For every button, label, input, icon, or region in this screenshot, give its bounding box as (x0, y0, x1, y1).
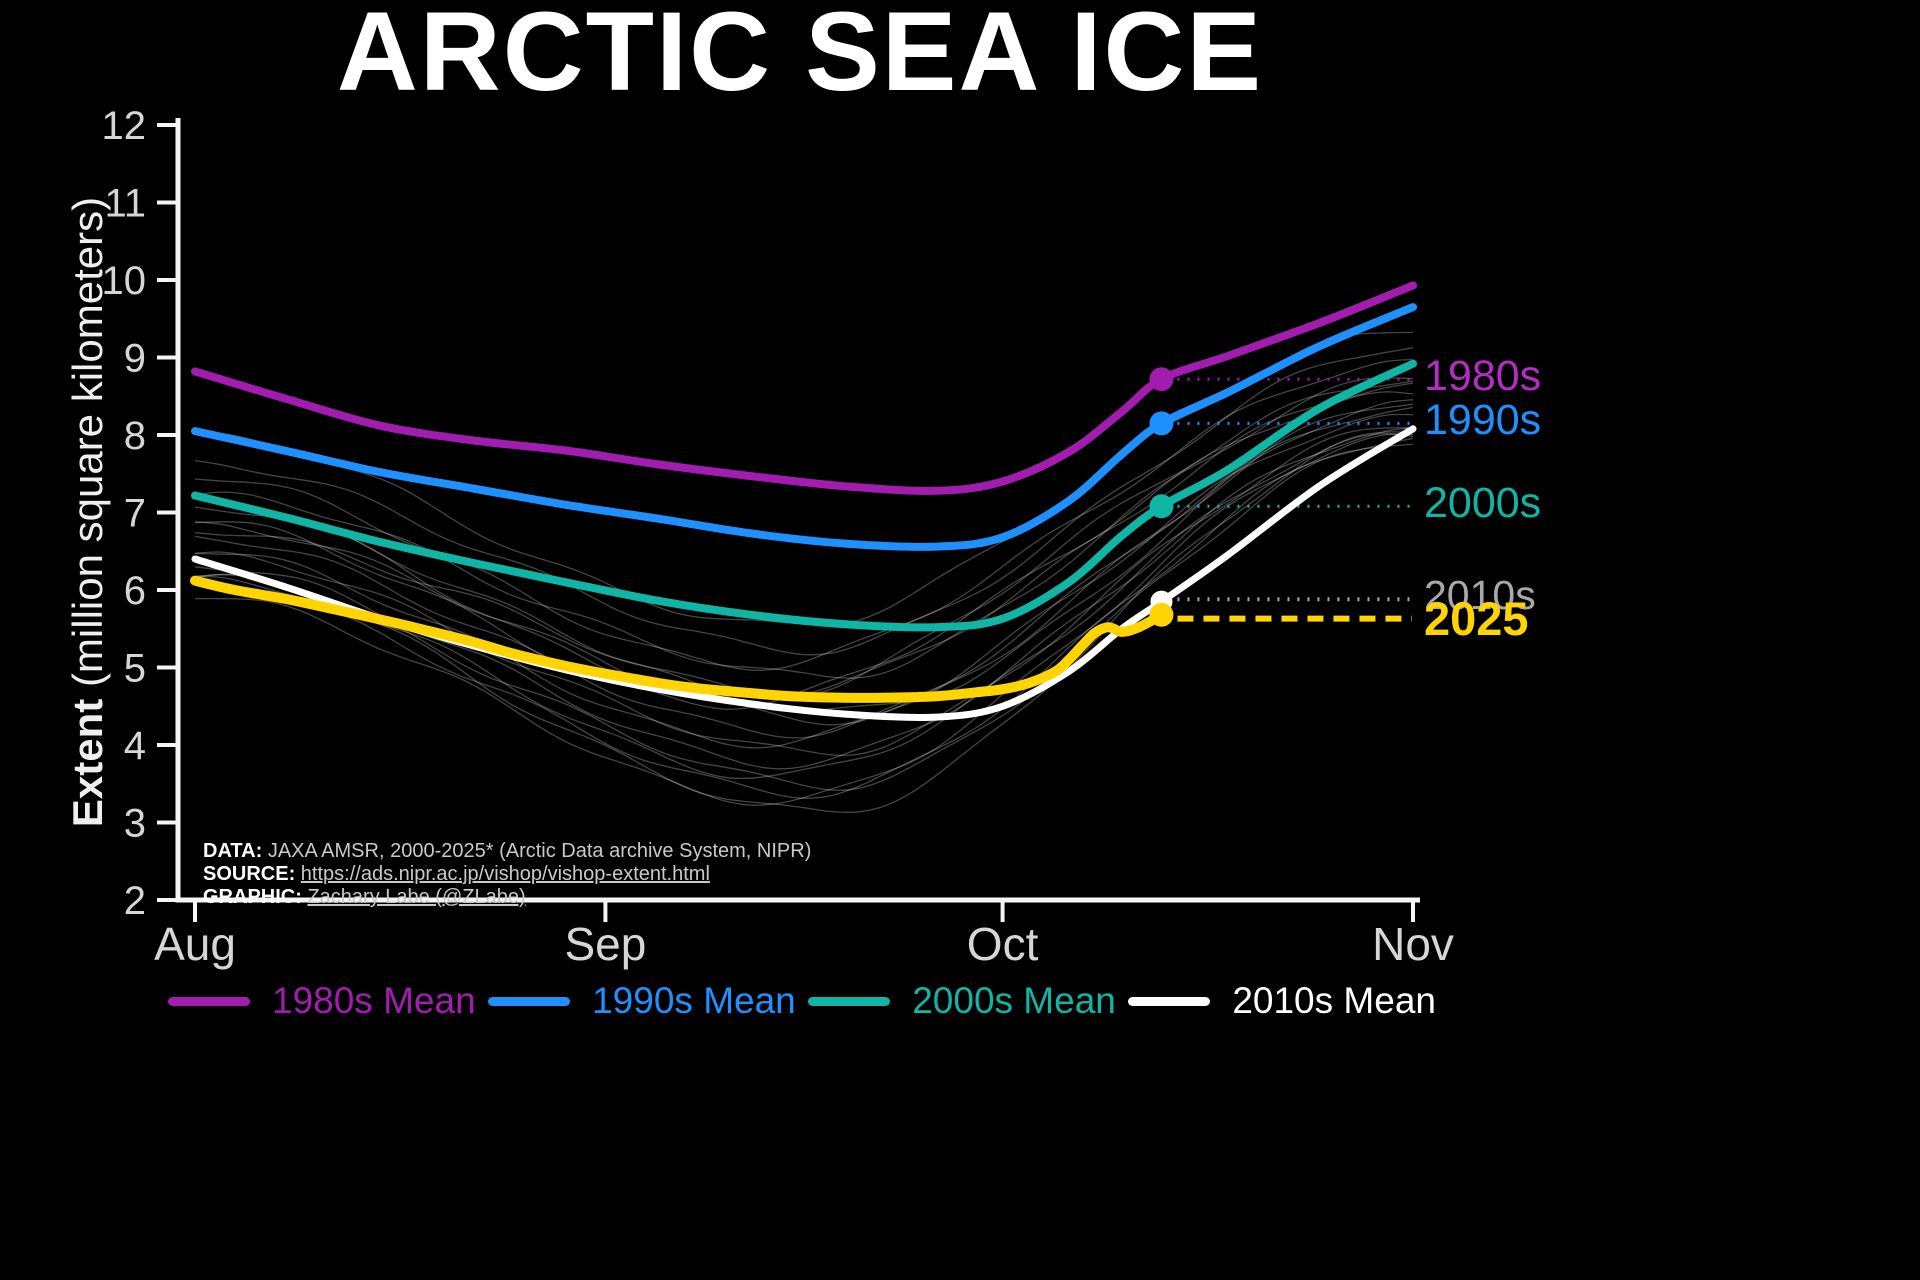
annotation-1980s: 1980s (1424, 352, 1542, 401)
chart-title: ARCTIC SEA ICE (336, 0, 1264, 114)
year-line (194, 403, 1414, 726)
marker-2025 (1149, 602, 1174, 627)
credits-data-line: DATA: JAXA AMSR, 2000-2025* (Arctic Data… (203, 840, 811, 863)
y-tick-label: 10 (102, 259, 147, 303)
legend-label: 2010s Mean (1232, 980, 1436, 1021)
legend-item-2000s-mean: 2000s Mean (808, 980, 1116, 1022)
marker-1990s-mean (1149, 411, 1174, 436)
legend-item-2010s-mean: 2010s Mean (1128, 980, 1436, 1022)
y-tick-label: 5 (124, 647, 146, 691)
legend-item-1990s-mean: 1990s Mean (488, 980, 796, 1022)
legend-label: 1980s Mean (272, 980, 476, 1021)
credits-source-value: https://ads.nipr.ac.jp/vishop/vishop-ext… (300, 863, 710, 885)
legend-swatch (488, 996, 571, 1006)
year-line (194, 406, 1414, 739)
series-1990s-mean (191, 303, 1417, 551)
year-line (194, 377, 1414, 679)
marker-2000s-mean (1149, 494, 1174, 519)
annotation-1990s: 1990s (1424, 396, 1542, 445)
legend-swatch (808, 996, 891, 1006)
legend: 1980s Mean 1990s Mean 2000s Mean 2010s Mean (168, 980, 1436, 1022)
x-tick-label: Nov (1372, 918, 1454, 970)
legend-swatch (1128, 996, 1211, 1006)
credits-block: DATA: JAXA AMSR, 2000-2025* (Arctic Data… (203, 840, 811, 909)
annotation-2000s: 2000s (1424, 479, 1542, 528)
annotation-2010s: 2010s (1424, 571, 1536, 618)
year-line (194, 391, 1414, 710)
legend-label: 1990s Mean (592, 980, 796, 1021)
year-line (194, 413, 1414, 749)
y-tick-label: 2 (124, 879, 146, 923)
year-line (194, 431, 1414, 814)
y-tick-label: 12 (102, 104, 147, 148)
credits-source-line: SOURCE: https://ads.nipr.ac.jp/vishop/vi… (203, 863, 811, 886)
credits-graphic-line: GRAPHIC: Zachary Labe (@ZLabe) (203, 886, 811, 909)
credits-graphic-label: GRAPHIC: (203, 886, 302, 908)
legend-swatch (168, 996, 250, 1006)
year-line (194, 347, 1414, 656)
year-line (194, 358, 1414, 671)
credits-data-value: JAXA AMSR, 2000-2025* (Arctic Data archi… (267, 840, 812, 862)
legend-label: 2000s Mean (912, 980, 1116, 1021)
marker-1980s-mean (1149, 367, 1174, 392)
y-tick-label: 11 (104, 182, 146, 226)
series-2025 (190, 575, 1167, 703)
y-tick-label: 7 (124, 492, 146, 536)
annotation-2025: 2025 (1424, 591, 1529, 645)
x-tick-label: Sep (564, 918, 646, 970)
y-tick-label: 6 (124, 569, 146, 613)
x-tick-label: Aug (154, 918, 236, 970)
year-line (194, 433, 1414, 806)
credits-source-label: SOURCE: (203, 863, 296, 885)
x-tick-label: Oct (967, 918, 1039, 970)
year-line (194, 437, 1414, 799)
y-tick-label: 3 (124, 802, 146, 846)
legend-item-1980s-mean: 1980s Mean (168, 980, 476, 1022)
y-tick-label: 8 (124, 414, 146, 458)
y-tick-label: 4 (124, 724, 146, 768)
series-1980s-mean (191, 281, 1417, 495)
year-line (194, 432, 1414, 780)
series-2000s-mean (191, 359, 1417, 632)
year-line (194, 427, 1414, 757)
credits-graphic-value: Zachary Labe (@ZLabe) (307, 886, 526, 908)
credits-data-label: DATA: (203, 840, 263, 862)
background-year-lines (194, 331, 1414, 814)
y-tick-label: 9 (124, 337, 146, 381)
